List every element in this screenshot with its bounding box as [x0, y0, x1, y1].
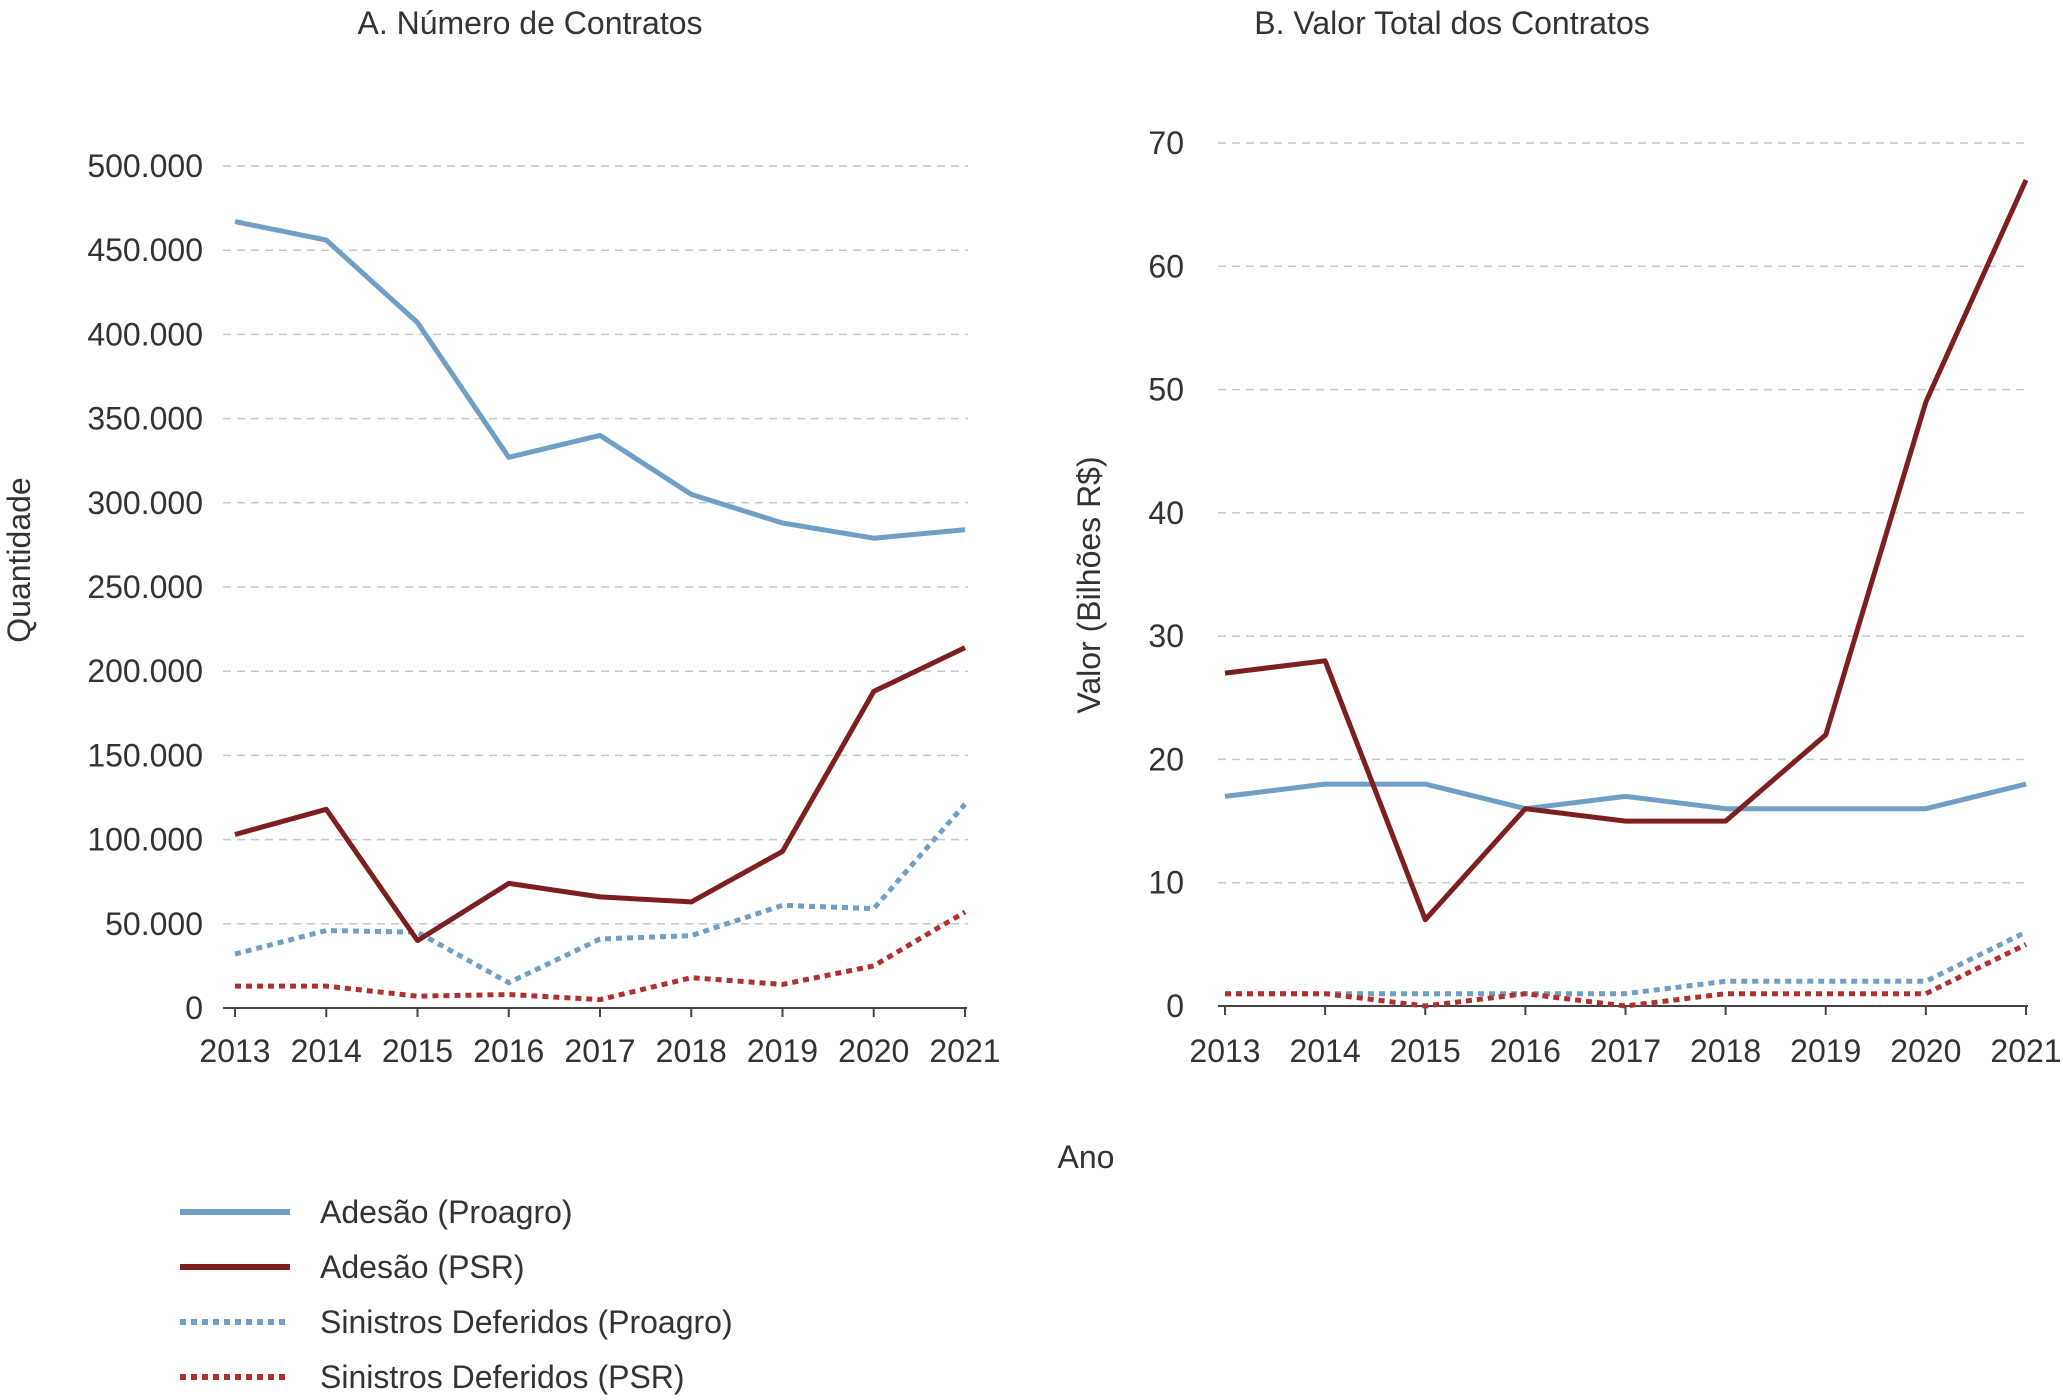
x-tick-label: 2021	[1990, 1033, 2061, 1069]
x-tick-label: 2014	[291, 1033, 362, 1069]
y-tick-label: 100.000	[87, 822, 203, 858]
legend-label: Sinistros Deferidos (PSR)	[320, 1359, 685, 1395]
chart-panel-b: B. Valor Total dos Contratos Valor (Bilhõ…	[1071, 5, 2062, 1069]
y-tick-label: 20	[1148, 741, 1184, 777]
x-tick-label: 2015	[1390, 1033, 1461, 1069]
y-tick-label: 50	[1148, 372, 1184, 408]
x-tick-label: 2013	[1189, 1033, 1260, 1069]
y-tick-label: 40	[1148, 495, 1184, 531]
y-tick-label: 250.000	[87, 569, 203, 605]
y-tick-label: 10	[1148, 865, 1184, 901]
series-line-adesao-proagro	[234, 219, 966, 541]
y-tick-label: 50.000	[105, 906, 203, 942]
x-tick-label: 2017	[564, 1033, 635, 1069]
x-tick-label: 2017	[1590, 1033, 1661, 1069]
legend-label: Sinistros Deferidos (Proagro)	[320, 1304, 733, 1340]
series-line-sinistros-deferidos-proagro	[234, 802, 967, 986]
x-tick-label: 2018	[1690, 1033, 1761, 1069]
y-axis-label: Valor (Bilhões R$)	[1071, 456, 1107, 713]
series-line-adesao-psr	[234, 645, 967, 944]
x-tick-label: 2018	[656, 1033, 727, 1069]
y-tick-label: 0	[185, 990, 203, 1026]
series-line-adesao-psr	[1224, 178, 2029, 923]
series-line-sinistros-deferidos-proagro	[1225, 929, 2028, 997]
y-tick-label: 70	[1148, 125, 1184, 161]
chart-title: A. Número de Contratos	[357, 5, 702, 41]
series-line-sinistros-deferidos-psr	[235, 909, 967, 1003]
y-tick-label: 60	[1148, 248, 1184, 284]
x-tick-label: 2016	[1490, 1033, 1561, 1069]
chart-title: B. Valor Total dos Contratos	[1254, 5, 1649, 41]
y-axis-label: Quantidade	[1, 477, 37, 642]
shared-x-axis-label: Ano	[1058, 1139, 1115, 1175]
x-tick-label: 2020	[838, 1033, 909, 1069]
y-tick-label: 300.000	[87, 485, 203, 521]
series-line-adesao-proagro	[1224, 781, 2027, 812]
x-tick-label: 2019	[1790, 1033, 1861, 1069]
legend-label: Adesão (PSR)	[320, 1249, 525, 1285]
legend: Adesão (Proagro) Adesão (PSR) Sinistros De…	[180, 1194, 733, 1395]
y-tick-label: 30	[1148, 618, 1184, 654]
x-tick-label: 2016	[473, 1033, 544, 1069]
series-line-sinistros-deferidos-psr	[1225, 942, 2028, 1009]
x-tick-label: 2021	[929, 1033, 1000, 1069]
chart-panel-a: A. Número de Contratos Quantidade 0 50.000 1…	[1, 5, 1001, 1069]
x-tick-label: 2019	[747, 1033, 818, 1069]
y-tick-label: 150.000	[87, 737, 203, 773]
x-tick-label: 2013	[199, 1033, 270, 1069]
y-tick-label: 350.000	[87, 401, 203, 437]
x-tick-label: 2020	[1890, 1033, 1961, 1069]
y-tick-label: 400.000	[87, 316, 203, 352]
legend-label: Adesão (Proagro)	[320, 1194, 573, 1230]
y-tick-label: 0	[1166, 988, 1184, 1024]
y-tick-label: 500.000	[87, 148, 203, 184]
y-tick-label: 200.000	[87, 653, 203, 689]
x-tick-label: 2014	[1290, 1033, 1361, 1069]
x-tick-label: 2015	[382, 1033, 453, 1069]
y-tick-label: 450.000	[87, 232, 203, 268]
